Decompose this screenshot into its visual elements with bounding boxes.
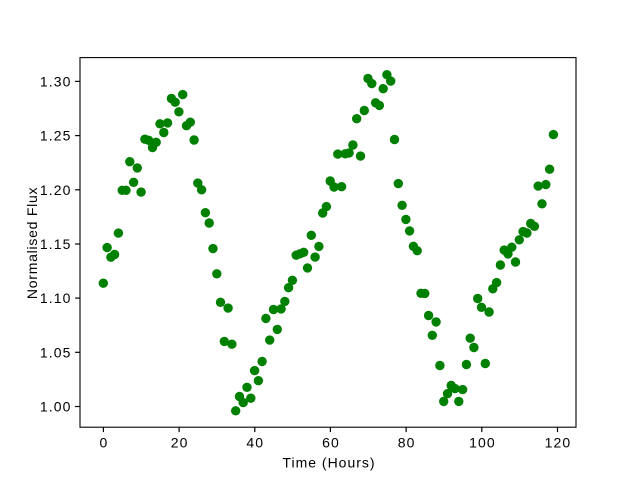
svg-text:1.20: 1.20 [40, 182, 72, 198]
svg-text:Time (Hours): Time (Hours) [282, 454, 375, 470]
svg-text:0: 0 [100, 435, 109, 451]
svg-text:20: 20 [171, 435, 189, 451]
svg-text:100: 100 [469, 435, 496, 451]
svg-text:1.10: 1.10 [40, 290, 72, 306]
svg-text:1.15: 1.15 [40, 236, 72, 252]
svg-text:1.00: 1.00 [40, 399, 72, 415]
svg-text:120: 120 [545, 435, 572, 451]
svg-text:Normalised Flux: Normalised Flux [24, 187, 40, 299]
svg-text:40: 40 [246, 435, 264, 451]
svg-text:1.25: 1.25 [40, 128, 72, 144]
svg-text:80: 80 [398, 435, 416, 451]
svg-text:1.30: 1.30 [40, 73, 72, 89]
svg-text:60: 60 [322, 435, 340, 451]
svg-text:1.05: 1.05 [40, 344, 72, 360]
